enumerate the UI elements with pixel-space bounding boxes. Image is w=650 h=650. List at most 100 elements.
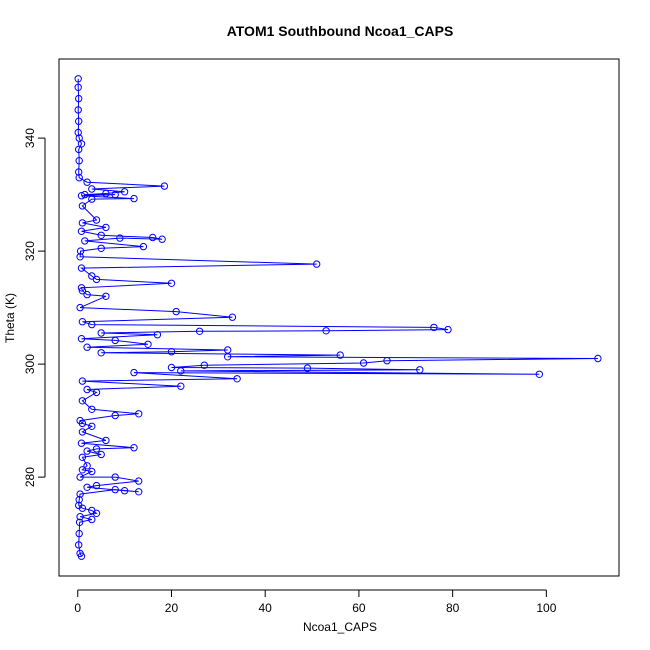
data-point <box>78 453 87 461</box>
data-point <box>75 496 83 504</box>
data-point <box>78 202 87 210</box>
data-point <box>78 219 87 227</box>
data-point <box>111 190 119 199</box>
y-tick-label: 280 <box>23 467 37 487</box>
data-point <box>135 488 143 496</box>
data-point <box>74 75 82 83</box>
data-point <box>153 331 162 339</box>
data-point <box>149 233 157 242</box>
data-point <box>88 467 96 476</box>
data-point <box>74 128 82 137</box>
data-point <box>195 327 204 335</box>
x-axis: 0 20 40 60 80 100 <box>74 589 557 615</box>
data-point <box>88 422 96 430</box>
data-point <box>74 83 82 92</box>
data-point <box>102 436 110 445</box>
data-point <box>139 242 148 251</box>
data-point <box>322 327 330 335</box>
data-point <box>102 223 110 232</box>
data-point <box>92 509 101 517</box>
y-axis-label: Theta (K) <box>3 293 17 343</box>
data-point <box>77 552 86 560</box>
data-point <box>92 216 101 224</box>
data-point <box>430 323 438 332</box>
x-tick-label: 40 <box>259 601 273 615</box>
data-point <box>75 541 83 549</box>
data-point <box>78 287 87 295</box>
x-tick-label: 80 <box>446 601 460 615</box>
x-tick-label: 0 <box>74 601 81 615</box>
y-tick-label: 300 <box>23 354 37 374</box>
data-point <box>92 445 101 453</box>
data-point <box>313 260 321 268</box>
data-point <box>75 145 83 154</box>
data-point <box>75 117 83 125</box>
data-point <box>88 272 96 280</box>
data-point <box>111 336 119 345</box>
data-point <box>144 340 152 348</box>
data-point <box>77 264 86 272</box>
data-point <box>78 466 87 474</box>
data-point <box>233 375 241 383</box>
data-point <box>78 377 87 385</box>
data-point <box>88 320 96 329</box>
data-point <box>336 351 344 359</box>
data-point <box>83 462 91 470</box>
data-point <box>88 185 96 193</box>
data-point <box>416 366 424 374</box>
data-point <box>535 370 543 378</box>
data-point <box>77 227 86 236</box>
data-point <box>78 504 87 512</box>
data-point <box>92 275 101 284</box>
data-point <box>135 410 143 418</box>
data-point <box>83 343 91 351</box>
data-point <box>83 483 91 491</box>
data-point <box>88 405 96 413</box>
data-point <box>75 168 83 176</box>
data-point <box>120 487 129 495</box>
data-point <box>75 157 83 165</box>
data-point <box>102 292 110 300</box>
data-point <box>167 363 176 372</box>
data-point <box>81 237 89 245</box>
data-point <box>81 190 89 199</box>
data-point <box>76 303 84 312</box>
data-point <box>167 348 176 356</box>
data-point <box>77 284 86 292</box>
data-point <box>78 419 87 428</box>
data-point <box>97 231 105 240</box>
data-point <box>83 290 91 299</box>
data-point <box>135 477 143 485</box>
chart-title: ATOM1 Southbound Ncoa1_CAPS <box>227 23 454 39</box>
data-point <box>303 364 312 372</box>
data-point <box>76 473 84 481</box>
data-point <box>76 247 85 255</box>
y-axis: 280 300 320 340 <box>23 128 46 487</box>
data-point <box>77 192 86 200</box>
data-point <box>116 234 124 242</box>
data-point <box>111 485 119 494</box>
data-point <box>158 235 166 243</box>
data-point <box>160 182 169 190</box>
data-point <box>83 447 91 455</box>
data-point <box>76 490 84 498</box>
data-point <box>78 428 87 436</box>
data-point <box>74 106 82 114</box>
data-point <box>92 388 101 397</box>
data-point <box>97 349 105 357</box>
data-point <box>102 189 110 198</box>
data-point <box>83 385 91 394</box>
data-point <box>97 244 105 253</box>
data-point <box>228 313 237 321</box>
data-point <box>200 361 209 369</box>
data-point <box>88 195 96 203</box>
x-axis-label: Ncoa1_CAPS <box>303 620 377 634</box>
data-point <box>130 444 138 452</box>
series-layer <box>74 75 602 560</box>
data-point <box>77 439 86 447</box>
x-tick-label: 20 <box>165 601 179 615</box>
data-point <box>224 353 232 361</box>
data-point <box>76 253 84 261</box>
data-point <box>75 518 84 526</box>
